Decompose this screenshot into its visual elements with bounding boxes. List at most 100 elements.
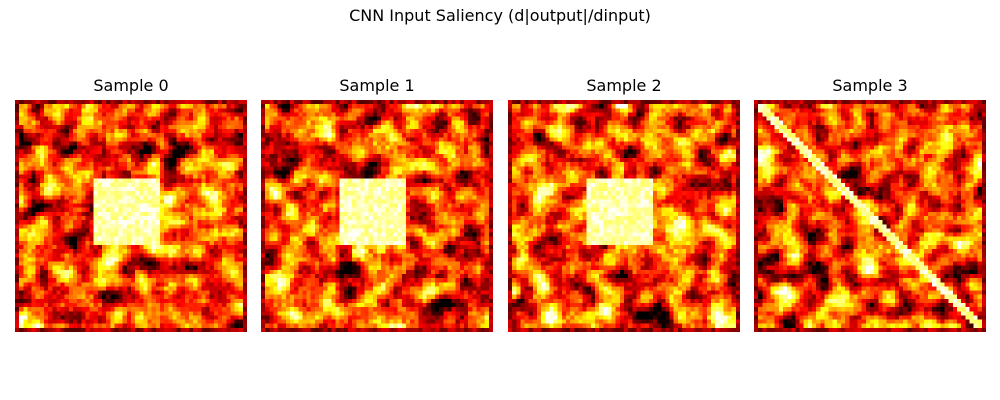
heatmap-cell (36, 137, 40, 141)
heatmap-cell (32, 228, 36, 232)
heatmap-cell (206, 141, 210, 145)
heatmap-cell (489, 208, 493, 212)
heatmap-cell (114, 208, 118, 212)
heatmap-cell (102, 315, 106, 319)
heatmap-cell (106, 108, 110, 112)
heatmap-cell (156, 183, 160, 187)
heatmap-cell (127, 125, 131, 129)
heatmap-cell (40, 291, 44, 295)
heatmap-cell (160, 324, 164, 328)
heatmap-cell (377, 137, 381, 141)
heatmap-cell (381, 233, 385, 237)
heatmap-cell (447, 228, 451, 232)
heatmap-cell (261, 237, 265, 241)
heatmap-cell (427, 100, 431, 104)
heatmap-cell (226, 212, 230, 216)
heatmap-cell (143, 129, 147, 133)
heatmap-cell (98, 262, 102, 266)
heatmap-cell (348, 100, 352, 104)
heatmap-cell (102, 129, 106, 133)
heatmap-cell (85, 117, 89, 121)
heatmap-cell (85, 158, 89, 162)
heatmap-cell (369, 228, 373, 232)
heatmap-cell (402, 187, 406, 191)
heatmap-cell (139, 249, 143, 253)
heatmap-cell (460, 191, 464, 195)
heatmap-cell (156, 299, 160, 303)
heatmap-cell (23, 108, 27, 112)
heatmap-cell (139, 191, 143, 195)
heatmap-cell (290, 228, 294, 232)
heatmap-cell (485, 212, 489, 216)
heatmap-cell (243, 295, 247, 299)
heatmap-cell (282, 237, 286, 241)
heatmap-cell (369, 146, 373, 150)
heatmap-cell (331, 141, 335, 145)
heatmap-cell (218, 137, 222, 141)
heatmap-cell (243, 204, 247, 208)
heatmap-cell (331, 175, 335, 179)
heatmap-cell (160, 141, 164, 145)
heatmap-cell (348, 199, 352, 203)
heatmap-cell (410, 224, 414, 228)
heatmap-cell (139, 199, 143, 203)
heatmap-cell (106, 112, 110, 116)
heatmap-cell (152, 175, 156, 179)
heatmap-cell (48, 224, 52, 228)
heatmap-cell (230, 270, 234, 274)
heatmap-cell (185, 158, 189, 162)
heatmap-cell (52, 212, 56, 216)
heatmap-cell (36, 104, 40, 108)
heatmap-cell (210, 175, 214, 179)
heatmap-cell (406, 204, 410, 208)
heatmap-cell (265, 137, 269, 141)
heatmap-cell (447, 117, 451, 121)
heatmap-cell (27, 266, 31, 270)
heatmap-cell (327, 220, 331, 224)
heatmap-cell (439, 233, 443, 237)
heatmap-cell (189, 121, 193, 125)
heatmap-cell (177, 274, 181, 278)
heatmap-cell (19, 303, 23, 307)
heatmap-cell (282, 208, 286, 212)
heatmap-cell (52, 270, 56, 274)
heatmap-cell (489, 121, 493, 125)
heatmap-cell (23, 208, 27, 212)
heatmap-cell (131, 129, 135, 133)
heatmap-cell (239, 216, 243, 220)
heatmap-cell (331, 170, 335, 174)
heatmap-cell (73, 175, 77, 179)
heatmap-cell (73, 241, 77, 245)
heatmap-cell (110, 233, 114, 237)
heatmap-cell (239, 137, 243, 141)
heatmap-cell (201, 125, 205, 129)
heatmap-cell (160, 291, 164, 295)
heatmap-cell (218, 257, 222, 261)
heatmap-cell (298, 216, 302, 220)
heatmap-cell (206, 146, 210, 150)
heatmap-cell (389, 150, 393, 154)
heatmap-cell (485, 158, 489, 162)
heatmap-cell (114, 324, 118, 328)
heatmap-cell (168, 291, 172, 295)
heatmap-cell (94, 282, 98, 286)
heatmap-cell (273, 175, 277, 179)
heatmap-cell (201, 245, 205, 249)
heatmap-cell (481, 104, 485, 108)
heatmap-cell (90, 270, 94, 274)
heatmap-cell (172, 125, 176, 129)
heatmap-cell (210, 117, 214, 121)
heatmap-cell (36, 299, 40, 303)
heatmap-cell (269, 104, 273, 108)
heatmap-cell (148, 270, 152, 274)
heatmap-cell (365, 191, 369, 195)
heatmap-cell (177, 324, 181, 328)
heatmap-cell (15, 286, 19, 290)
heatmap-cell (181, 108, 185, 112)
heatmap-cell (148, 150, 152, 154)
heatmap-cell (218, 220, 222, 224)
heatmap-cell (110, 324, 114, 328)
heatmap-cell (127, 187, 131, 191)
heatmap-cell (152, 170, 156, 174)
heatmap-cell (114, 274, 118, 278)
